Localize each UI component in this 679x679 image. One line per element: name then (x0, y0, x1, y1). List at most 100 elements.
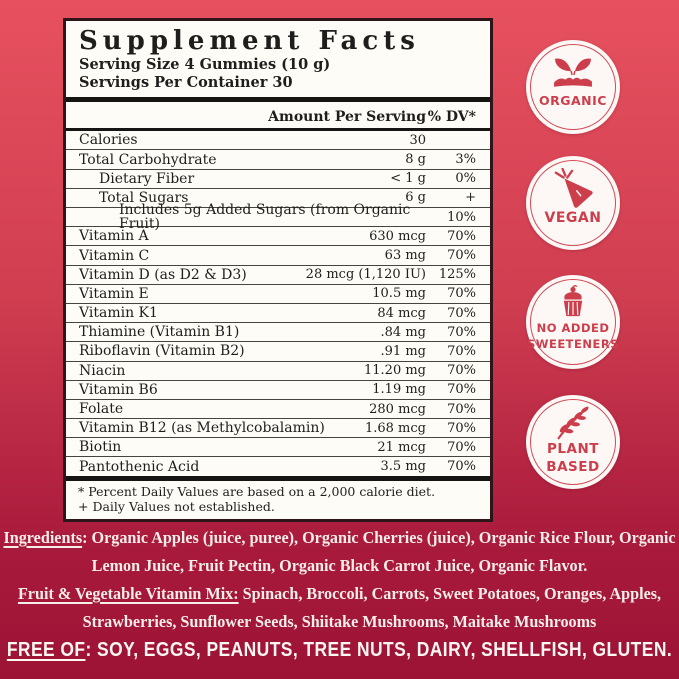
row-amount: 28 mcg (1,120 IU) (305, 267, 426, 283)
table-row-vitamin-d: Vitamin D (as D2 & D3) 28 mcg (1,120 IU)… (66, 266, 490, 285)
carrot-icon (554, 168, 593, 208)
footnote-daily-values: * Percent Daily Values are based on a 2,… (78, 483, 436, 499)
footnote-not-established: + Daily Values not established. (78, 499, 275, 515)
table-row-vitamin-a: Vitamin A 630 mcg 70% (66, 227, 490, 247)
row-amount: .84 mg (380, 324, 426, 340)
row-name: Folate (79, 401, 124, 417)
free-of-list: SOY, EGGS, PEANUTS, TREE NUTS, DAIRY, SH… (97, 639, 673, 661)
row-dv: 70% (447, 401, 476, 417)
row-dv: 125% (438, 267, 476, 283)
row-dv: 70% (447, 228, 476, 244)
row-name: Dietary Fiber (99, 170, 195, 187)
table-row-biotin: Biotin 21 mcg 70% (66, 438, 490, 458)
ingredients-label: Ingredients (3, 528, 83, 547)
row-name: Total Carbohydrate (79, 151, 217, 168)
row-name: Vitamin E (79, 285, 149, 302)
table-row-vitamin-e: Vitamin E 10.5 mg 70% (66, 285, 490, 304)
divider-thick-bottom (66, 475, 490, 481)
row-name: Includes 5g Added Sugars (from Organic F… (119, 202, 411, 233)
badge-plant-based-label-line1: PLANT (547, 441, 599, 457)
table-row-total-sugars: Total Sugars 6 g + (66, 189, 490, 209)
row-name: Vitamin B6 (79, 381, 158, 398)
row-dv: + (465, 190, 476, 206)
row-amount: 630 mcg (369, 228, 426, 244)
table-row-vitamin-c: Vitamin C 63 mg 70% (66, 246, 490, 266)
ingredients-colon: : (82, 528, 92, 547)
row-name: Thiamine (Vitamin B1) (79, 324, 240, 341)
row-dv: 70% (447, 420, 476, 436)
supplement-facts-panel: Supplement Facts Serving Size 4 Gummies … (63, 18, 493, 522)
row-name: Vitamin D (as D2 & D3) (79, 266, 247, 283)
badge-no-added-label-line1: NO ADDED (536, 321, 610, 335)
table-row-added-sugars: Includes 5g Added Sugars (from Organic F… (66, 203, 490, 231)
row-amount: 3.5 mg (380, 459, 426, 475)
row-name: Riboflavin (Vitamin B2) (79, 343, 245, 360)
row-dv: 70% (447, 439, 476, 455)
row-amount: 8 g (405, 152, 426, 168)
table-row-riboflavin: Riboflavin (Vitamin B2) .91 mg 70% (66, 342, 490, 362)
table-header: Amount Per Serving % DV* (66, 102, 490, 128)
table-row-niacin: Niacin 11.20 mg 70% (66, 362, 490, 381)
servings-per-container: Servings Per Container 30 (79, 74, 293, 92)
vitamin-mix-list: Spinach, Broccoli, Carrots, Sweet Potato… (82, 584, 662, 631)
table-row-calories: Calories 30 (66, 131, 490, 151)
footnotes: * Percent Daily Values are based on a 2,… (66, 481, 490, 519)
row-name: Vitamin K1 (79, 305, 158, 322)
row-amount: .91 mg (380, 343, 426, 359)
row-amount: 84 mcg (377, 305, 426, 321)
row-amount: < 1 g (390, 171, 426, 187)
row-dv: 10% (447, 209, 476, 225)
serving-size: Serving Size 4 Gummies (10 g) (79, 55, 331, 73)
free-of-line: FREE OF: SOY, EGGS, PEANUTS, TREE NUTS, … (0, 639, 679, 662)
vitamin-mix-paragraph: Fruit & Vegetable Vitamin Mix: Spinach, … (0, 580, 679, 636)
badge-no-added-sweeteners: NO ADDED SWEETENERS (526, 275, 620, 369)
row-dv: 70% (447, 305, 476, 321)
ingredients-paragraph: Ingredients: Organic Apples (juice, pure… (0, 524, 679, 580)
row-amount: 63 mg (384, 248, 426, 263)
row-amount: 280 mcg (369, 401, 426, 417)
column-dv-header: % DV* (427, 109, 476, 126)
row-amount: 11.20 mg (364, 363, 426, 379)
hand-holding-leaves-icon (554, 58, 592, 87)
row-name: Vitamin A (79, 228, 149, 245)
row-name: Vitamin C (79, 247, 150, 264)
row-dv: 3% (455, 152, 476, 168)
row-name: Vitamin B12 (as Methylcobalamin) (79, 420, 325, 437)
row-dv: 70% (447, 459, 476, 475)
badge-vegan-label: VEGAN (544, 210, 602, 226)
row-dv: 0% (455, 171, 476, 187)
row-amount: 30 (409, 132, 426, 148)
badge-plant-based: PLANT BASED (526, 395, 620, 489)
row-amount: 10.5 mg (372, 286, 426, 302)
free-of-label: FREE OF (6, 639, 86, 661)
row-dv: 70% (447, 343, 476, 359)
row-amount: 21 mcg (377, 439, 426, 455)
row-name: Total Sugars (99, 189, 189, 206)
cupcake-icon (563, 285, 583, 317)
ingredients-list: Organic Apples (juice, puree), Organic C… (91, 528, 676, 575)
row-name: Pantothenic Acid (79, 458, 200, 475)
row-amount: 1.19 mg (372, 382, 426, 398)
column-amount-header: Amount Per Serving (268, 109, 426, 126)
badge-organic: ORGANIC (526, 40, 620, 134)
row-amount: 1.68 mcg (364, 420, 426, 436)
row-dv: 70% (447, 286, 476, 302)
free-of-colon: : (85, 639, 98, 661)
table-row-vitamin-b12: Vitamin B12 (as Methylcobalamin) 1.68 mc… (66, 419, 490, 439)
table-row-total-carbohydrate: Total Carbohydrate 8 g 3% (66, 150, 490, 170)
row-dv: 70% (447, 363, 476, 379)
row-dv: 70% (447, 382, 476, 398)
divider-medium (66, 128, 490, 132)
divider-thick-top (66, 97, 490, 103)
table-row-thiamine: Thiamine (Vitamin B1) .84 mg 70% (66, 323, 490, 343)
table-row-folate: Folate 280 mcg 70% (66, 400, 490, 420)
table-row-dietary-fiber: Dietary Fiber < 1 g 0% (66, 170, 490, 189)
badge-plant-based-label-line2: BASED (546, 458, 600, 475)
row-dv: 70% (447, 324, 476, 340)
leaf-branch-icon (557, 406, 589, 440)
table-row-vitamin-k1: Vitamin K1 84 mcg 70% (66, 304, 490, 324)
row-dv: 70% (447, 248, 476, 263)
row-amount: 6 g (405, 190, 426, 206)
row-name: Niacin (79, 362, 126, 379)
